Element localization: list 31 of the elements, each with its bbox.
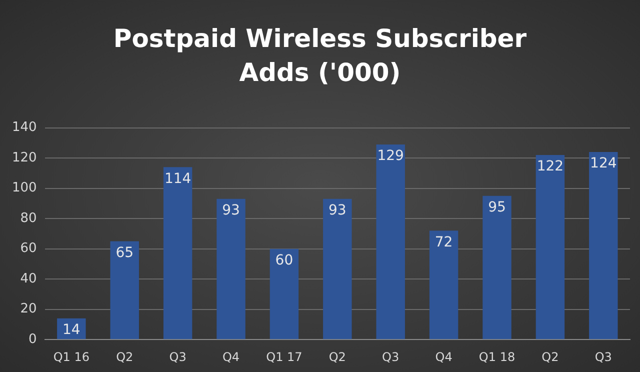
chart-title: Postpaid Wireless Subscriber Adds ('000) (112, 23, 528, 89)
x-tick-label: Q1 17 (266, 350, 302, 364)
data-label: 72 (434, 234, 453, 250)
y-tick-label: 20 (20, 302, 37, 317)
x-tick-label: Q1 16 (53, 350, 90, 364)
data-label: 124 (590, 156, 617, 172)
data-label: 60 (275, 252, 294, 268)
y-tick-label: 0 (28, 332, 37, 347)
y-tick-label: 140 (12, 120, 37, 136)
y-tick-label: 40 (20, 271, 37, 286)
x-tick-label: Q2 (328, 350, 346, 364)
x-tick-label: Q3 (382, 350, 400, 364)
y-tick-label: 100 (12, 180, 37, 196)
x-tick-label: Q4 (435, 350, 452, 364)
data-label: 122 (536, 158, 564, 175)
x-tick-label: Q2 (116, 350, 134, 364)
y-tick-label: 80 (20, 210, 37, 226)
y-tick-label: 60 (20, 241, 37, 256)
y-tick-label: 120 (12, 150, 37, 166)
x-tick-label: Q3 (594, 350, 612, 364)
x-tick-label: Q4 (222, 350, 240, 364)
data-label: 114 (164, 170, 192, 187)
data-label: 14 (62, 322, 80, 338)
data-label: 93 (328, 202, 346, 219)
data-label: 93 (222, 202, 240, 219)
x-tick-label: Q2 (542, 350, 559, 364)
data-label: 65 (116, 244, 134, 261)
x-tick-label: Q1 18 (478, 350, 516, 364)
x-tick-label: Q3 (169, 350, 186, 364)
data-label: 129 (377, 148, 404, 164)
data-label: 95 (488, 200, 506, 216)
